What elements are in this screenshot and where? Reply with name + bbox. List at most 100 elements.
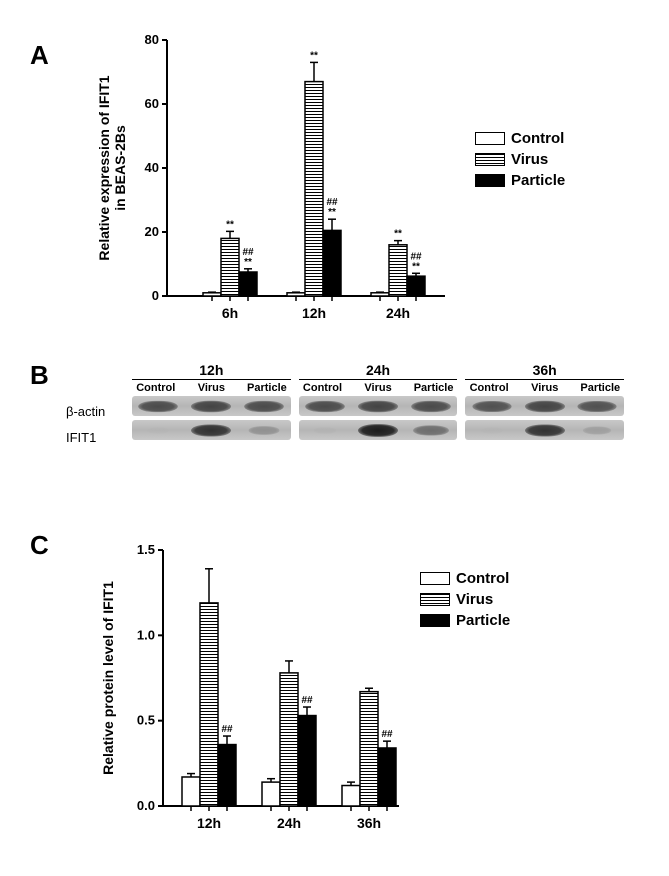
legend-label-control-c: Control [456,570,509,587]
legend-swatch-control-c [420,572,450,585]
blot-band [358,424,398,436]
legend-a: Control Virus Particle [475,130,665,193]
blot-band [358,400,398,411]
svg-text:20: 20 [145,224,159,239]
svg-text:**: ** [244,257,252,268]
blot-band [525,424,565,436]
svg-text:##: ## [221,724,233,735]
blot-lane [571,420,624,440]
blot-band [139,400,179,411]
blot-lane [185,396,238,416]
blot-band [244,400,284,411]
blot-band [525,400,565,411]
legend-item-virus: Virus [475,151,665,168]
legend-swatch-control [475,132,505,145]
blot-cond-label: Particle [406,382,462,394]
blot-time-row: 12h 24h 36h [128,362,628,382]
blot-cond-label: Particle [573,382,629,394]
blot-band [583,426,611,434]
legend-label-virus: Virus [511,151,548,168]
blot-lane [238,420,291,440]
svg-text:60: 60 [145,96,159,111]
legend-item-particle-c: Particle [420,612,610,629]
blot-lane [185,420,238,440]
blot-cond-label: Virus [184,382,240,394]
svg-text:**: ** [394,229,402,240]
blot-lane [518,420,571,440]
svg-text:Relative expression of IFIT1: Relative expression of IFIT1 [96,75,112,260]
blot-time-label: 36h [465,362,624,380]
svg-text:80: 80 [145,32,159,47]
svg-text:24h: 24h [386,305,410,321]
blot-lane [299,396,352,416]
svg-text:1.5: 1.5 [137,542,155,557]
svg-text:**: ** [310,50,318,61]
svg-text:6h: 6h [222,305,238,321]
blot-band [314,427,337,433]
blot-lane-group [132,420,291,440]
legend-swatch-virus [475,153,505,166]
svg-text:0: 0 [152,288,159,303]
blot-lane-group [465,396,624,416]
chart-c: 0.0 0.5 1.0 1.5 Relative protein level of IF… [95,540,455,840]
legend-item-control: Control [475,130,665,147]
blot-lane-group [299,420,458,440]
svg-text:40: 40 [145,160,159,175]
svg-text:0.0: 0.0 [137,798,155,813]
blot-lane [465,396,518,416]
blot-band [481,427,503,433]
panel-label-b: B [30,360,49,391]
blot-lane-group [465,420,624,440]
legend-swatch-particle [475,174,505,187]
panel-label-c: C [30,530,49,561]
svg-text:in BEAS-2Bs: in BEAS-2Bs [112,125,128,211]
blot-band [413,425,449,435]
svg-text:##: ## [381,729,393,740]
blot-band [249,426,280,435]
svg-text:**: ** [412,261,420,272]
legend-swatch-virus-c [420,593,450,606]
svg-text:Relative protein level of IFIT: Relative protein level of IFIT1 [100,581,116,775]
blot-cond-label: Control [295,382,351,394]
blot-cond-label: Control [128,382,184,394]
blot-band [411,400,451,411]
blot-row-label-beta-actin: β-actin [66,404,105,419]
blot-cond-label: Control [461,382,517,394]
blot-lane [299,420,352,440]
blot-lane [352,396,405,416]
blot-lanes-ifit1 [128,420,628,440]
svg-text:0.5: 0.5 [137,713,155,728]
legend-label-particle: Particle [511,172,565,189]
svg-text:**: ** [328,207,336,218]
svg-text:**: ** [226,219,234,230]
blot-lane [132,420,185,440]
legend-label-control: Control [511,130,564,147]
western-blot-b: β-actin IFIT1 12h24h36h ControlVirusPart… [68,362,628,484]
blot-lane [238,396,291,416]
blot-lane [518,396,571,416]
blot-time-label: 12h [132,362,291,380]
blot-lanes-beta-actin [128,396,628,416]
legend-item-virus-c: Virus [420,591,610,608]
svg-text:##: ## [301,695,313,706]
blot-cond-label: Virus [350,382,406,394]
svg-text:1.0: 1.0 [137,627,155,642]
blot-cond-label: Particle [239,382,295,394]
legend-item-control-c: Control [420,570,610,587]
legend-swatch-particle-c [420,614,450,627]
blot-lane [404,396,457,416]
blot-lane [571,396,624,416]
blot-band [305,400,345,411]
legend-label-virus-c: Virus [456,591,493,608]
blot-band [472,401,511,412]
svg-text:24h: 24h [277,815,301,831]
blot-lane-group [299,396,458,416]
blot-lane-group [132,396,291,416]
panel-label-a: A [30,40,49,71]
legend-c: Control Virus Particle [420,570,610,633]
blot-lane [465,420,518,440]
svg-text:36h: 36h [357,815,381,831]
svg-text:12h: 12h [302,305,326,321]
blot-time-label: 24h [299,362,458,380]
blot-row-label-ifit1: IFIT1 [66,430,96,445]
